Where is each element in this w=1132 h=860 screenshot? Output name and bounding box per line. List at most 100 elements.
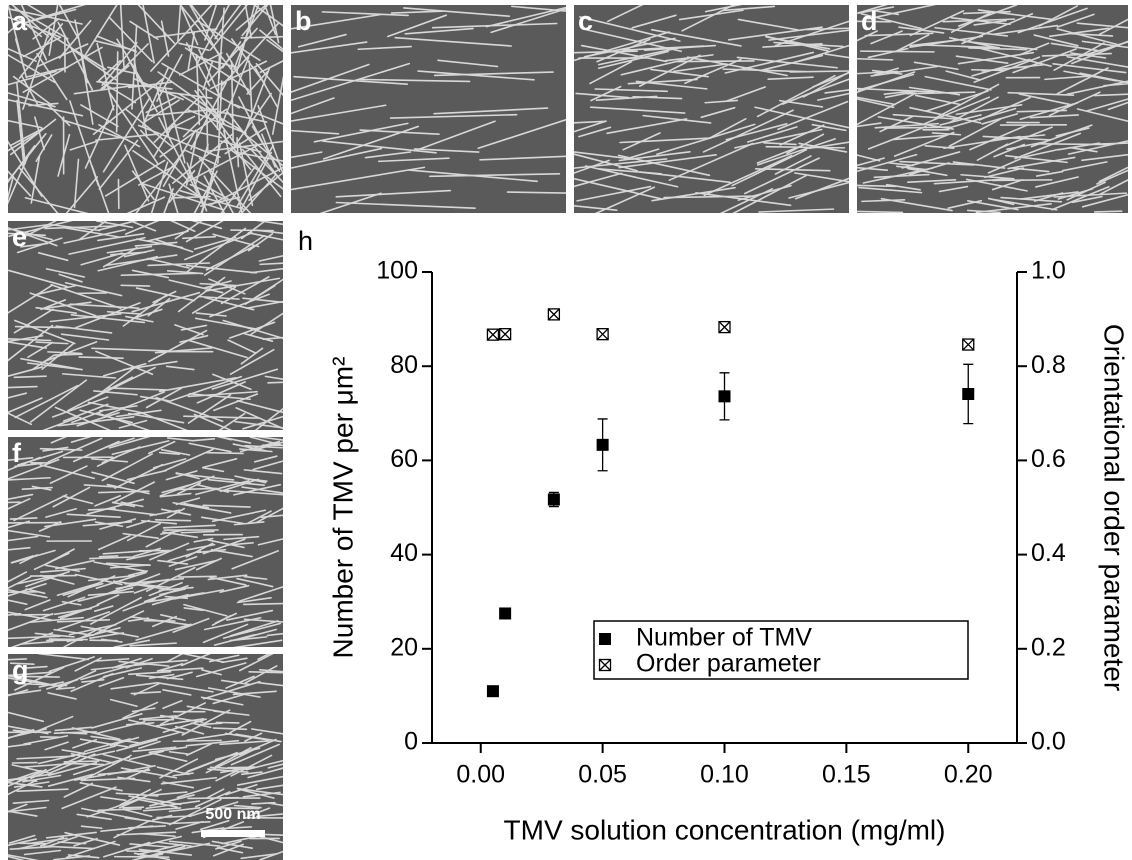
rod — [18, 166, 59, 213]
rod — [247, 807, 271, 818]
rod — [155, 842, 211, 855]
rod — [619, 137, 712, 144]
rod — [620, 57, 690, 76]
rod — [857, 122, 882, 128]
rod — [1055, 127, 1090, 137]
rod — [148, 746, 188, 754]
rod — [73, 84, 134, 95]
rod — [618, 151, 691, 162]
x-axis-label: TMV solution concentration (mg/ml) — [504, 814, 946, 845]
rod — [55, 686, 76, 690]
rod — [87, 507, 116, 511]
rod — [159, 702, 207, 726]
rod — [394, 36, 512, 47]
rod — [574, 50, 638, 54]
rod — [708, 118, 747, 140]
rod — [200, 516, 244, 525]
rod — [193, 170, 218, 213]
rod — [249, 437, 283, 447]
rod — [185, 132, 198, 186]
rod — [19, 554, 38, 565]
rod — [898, 26, 945, 34]
rod — [94, 521, 124, 528]
rod — [737, 184, 792, 201]
rod — [181, 7, 199, 46]
rod — [8, 366, 44, 377]
rod — [867, 5, 937, 20]
rod — [1000, 196, 1063, 203]
rod — [67, 376, 134, 412]
rod — [159, 492, 192, 498]
rod — [736, 56, 838, 69]
rod — [1006, 140, 1047, 150]
rod — [219, 740, 270, 746]
rod — [24, 196, 89, 213]
rod — [49, 465, 88, 484]
rod — [259, 668, 283, 673]
rod — [146, 230, 189, 242]
rod — [650, 68, 709, 78]
rod — [1098, 166, 1128, 183]
rod — [168, 806, 201, 813]
rod — [219, 140, 262, 153]
rod — [230, 229, 274, 232]
rod — [71, 727, 121, 741]
rod — [207, 768, 249, 773]
rod — [104, 391, 165, 417]
rod — [159, 758, 199, 779]
rod — [209, 576, 247, 586]
rod — [214, 612, 238, 624]
rod — [115, 51, 119, 133]
rod — [933, 178, 1011, 185]
rod — [208, 169, 235, 213]
rod — [267, 381, 283, 384]
rod — [122, 808, 153, 818]
rod — [1035, 170, 1064, 177]
rod — [64, 226, 122, 239]
rod — [51, 396, 109, 418]
rod — [25, 66, 69, 78]
rod — [32, 19, 59, 40]
rod — [207, 478, 266, 486]
rod — [907, 179, 957, 184]
rod — [70, 437, 92, 443]
rod — [168, 555, 198, 567]
rod — [1044, 75, 1092, 81]
marker — [596, 328, 609, 341]
rod — [158, 116, 198, 194]
rod — [1076, 22, 1128, 29]
rod — [867, 125, 927, 150]
rod — [174, 221, 203, 240]
rod — [230, 743, 280, 766]
rod — [676, 60, 755, 63]
rod — [147, 262, 211, 267]
rod — [1056, 13, 1095, 28]
rod — [122, 360, 178, 371]
rod — [246, 70, 269, 95]
rod — [947, 107, 1017, 129]
legend-entry: Number of TMV — [599, 624, 812, 652]
rod — [211, 840, 254, 849]
rod — [63, 228, 126, 244]
rod — [574, 153, 638, 172]
rod — [45, 831, 97, 839]
rod — [194, 790, 231, 808]
rod — [1086, 98, 1128, 112]
panel-label: d — [861, 6, 878, 36]
y-axis-label: Number of TMV per μm² — [327, 357, 358, 659]
rod — [477, 118, 566, 150]
rod — [185, 42, 211, 87]
rod — [186, 227, 247, 273]
rod — [1093, 93, 1128, 97]
rod — [98, 139, 139, 190]
marker — [499, 607, 512, 620]
rod — [70, 314, 146, 324]
rod — [22, 774, 62, 783]
rod — [186, 743, 213, 757]
y2-tick-label: 0.6 — [1031, 445, 1066, 473]
rod — [47, 773, 94, 787]
rod — [128, 719, 186, 735]
rod — [578, 126, 612, 138]
rod — [124, 144, 150, 202]
rod — [65, 840, 116, 859]
